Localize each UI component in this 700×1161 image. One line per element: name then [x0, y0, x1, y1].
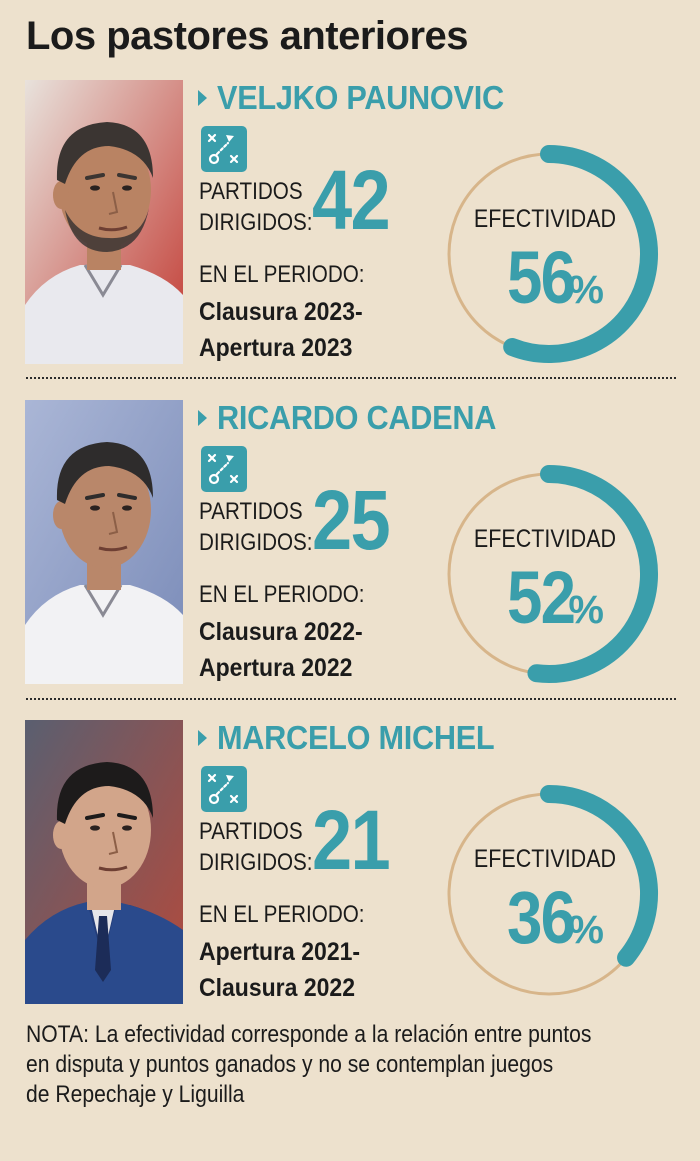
tactics-board-icon	[201, 766, 247, 812]
triangle-right-icon	[198, 410, 207, 426]
coach-card: RICARDO CADENA PARTIDOS DIRIGIDOS: 25 EN…	[0, 399, 700, 690]
gauge-ring	[447, 465, 658, 683]
period-end: Apertura 2023	[199, 334, 353, 362]
effectiveness-unit: %	[568, 268, 604, 312]
effectiveness-gauge: EFECTIVIDAD 56%	[445, 142, 671, 368]
effectiveness-value: 36%	[445, 876, 655, 972]
triangle-right-icon	[198, 730, 207, 746]
coach-photo	[25, 400, 183, 684]
coach-name: RICARDO CADENA	[217, 399, 497, 436]
coach-card: VELJKO PAUNOVIC PARTIDOS DIRIGIDOS: 42 E…	[0, 79, 700, 370]
page-title: Los pastores anteriores	[26, 14, 469, 58]
partidos-label-line: DIRIGIDOS:	[199, 209, 313, 236]
games-count: 42	[312, 153, 391, 247]
period-end: Apertura 2022	[199, 654, 353, 682]
section-divider	[26, 698, 676, 700]
footnote-line: en disputa y puntos ganados y no se cont…	[26, 1051, 554, 1078]
effectiveness-label: EFECTIVIDAD	[473, 525, 617, 553]
coach-name: MARCELO MICHEL	[217, 719, 495, 756]
effectiveness-value: 52%	[445, 556, 655, 652]
partidos-label: PARTIDOS DIRIGIDOS:	[199, 496, 313, 558]
gauge-value-arc	[503, 145, 658, 363]
partidos-label-line: DIRIGIDOS:	[199, 849, 313, 876]
period-start: Clausura 2022-	[199, 618, 363, 646]
effectiveness-gauge: EFECTIVIDAD 52%	[445, 462, 671, 688]
coach-name: VELJKO PAUNOVIC	[217, 79, 504, 116]
effectiveness-label: EFECTIVIDAD	[473, 205, 617, 233]
footnote-line: NOTA: La efectividad corresponde a la re…	[26, 1021, 592, 1048]
coach-photo	[25, 80, 183, 364]
effectiveness-unit: %	[568, 588, 604, 632]
period-start: Clausura 2023-	[199, 298, 363, 326]
tactics-board-icon	[201, 446, 247, 492]
gauge-value-arc	[540, 785, 658, 967]
effectiveness-number: 56	[507, 236, 576, 319]
footnote-line: de Repechaje y Liguilla	[26, 1081, 245, 1108]
effectiveness-number: 36	[507, 876, 576, 959]
effectiveness-gauge: EFECTIVIDAD 36%	[445, 782, 671, 1008]
partidos-label-line: PARTIDOS	[199, 818, 303, 845]
effectiveness-unit: %	[568, 908, 604, 952]
gauge-ring	[447, 785, 658, 996]
games-count: 25	[312, 473, 391, 567]
triangle-right-icon	[198, 90, 207, 106]
partidos-label-line: PARTIDOS	[199, 178, 303, 205]
periodo-label: EN EL PERIODO:	[199, 901, 365, 928]
partidos-label: PARTIDOS DIRIGIDOS:	[199, 176, 313, 238]
periodo-label: EN EL PERIODO:	[199, 581, 365, 608]
partidos-label-line: PARTIDOS	[199, 498, 303, 525]
period-start: Apertura 2021-	[199, 938, 361, 966]
coach-name-row: MARCELO MICHEL	[198, 719, 515, 756]
coach-card: MARCELO MICHEL PARTIDOS DIRIGIDOS: 21 EN…	[0, 719, 700, 1010]
gauge-value-arc	[527, 465, 658, 683]
effectiveness-value: 56%	[445, 236, 655, 332]
footnote: NOTA: La efectividad corresponde a la re…	[26, 1020, 666, 1110]
effectiveness-number: 52	[507, 556, 576, 639]
effectiveness-label: EFECTIVIDAD	[473, 845, 617, 873]
section-divider	[26, 377, 676, 379]
periodo-label: EN EL PERIODO:	[199, 261, 365, 288]
partidos-label-line: DIRIGIDOS:	[199, 529, 313, 556]
coach-name-row: VELJKO PAUNOVIC	[198, 79, 525, 116]
coach-photo	[25, 720, 183, 1004]
games-count: 21	[312, 793, 391, 887]
coach-name-row: RICARDO CADENA	[198, 399, 517, 436]
partidos-label: PARTIDOS DIRIGIDOS:	[199, 816, 313, 878]
gauge-ring	[447, 145, 658, 363]
period-end: Clausura 2022	[199, 974, 355, 1002]
tactics-board-icon	[201, 126, 247, 172]
